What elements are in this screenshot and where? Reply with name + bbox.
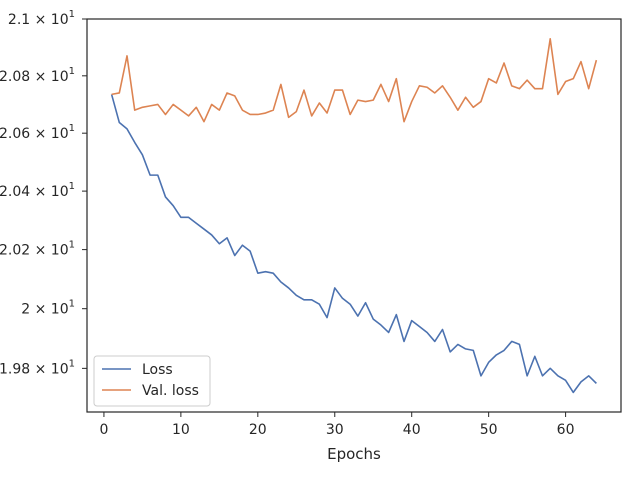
x-axis-ticks: 0 10 20 30 40 50 60: [99, 412, 575, 438]
y-tick-label: 2.1 × 101: [8, 9, 75, 28]
plot-frame: [86, 18, 622, 413]
plot-lines: [110, 38, 598, 394]
series-line-val-loss: [111, 38, 598, 123]
y-tick-label: 2.08 × 101: [0, 66, 75, 85]
y-tick-label: 2 × 101: [21, 299, 75, 318]
x-tick-label: 50: [480, 422, 498, 438]
y-axis-ticks: 1.98 × 101 2 × 101 2.02 × 101 2.04 × 101 2.0…: [0, 9, 87, 377]
x-tick-label: 60: [557, 422, 575, 438]
y-tick-label: 2.02 × 101: [0, 240, 75, 259]
y-tick-label: 1.98 × 101: [0, 358, 75, 377]
x-tick-label: 40: [403, 422, 421, 438]
y-tick-label: 2.04 × 101: [0, 181, 75, 200]
x-tick-label: 10: [172, 422, 190, 438]
legend-label-val-loss: Val. loss: [142, 383, 199, 399]
x-tick-label: 20: [249, 422, 267, 438]
legend: Loss Val. loss: [93, 355, 211, 407]
x-tick-label: 30: [326, 422, 344, 438]
y-tick-label: 2.06 × 101: [0, 123, 75, 142]
legend-label-loss: Loss: [142, 362, 173, 378]
x-axis-label: Epochs: [327, 445, 381, 463]
x-tick-label: 0: [99, 422, 108, 438]
series-line-loss: [110, 94, 597, 394]
